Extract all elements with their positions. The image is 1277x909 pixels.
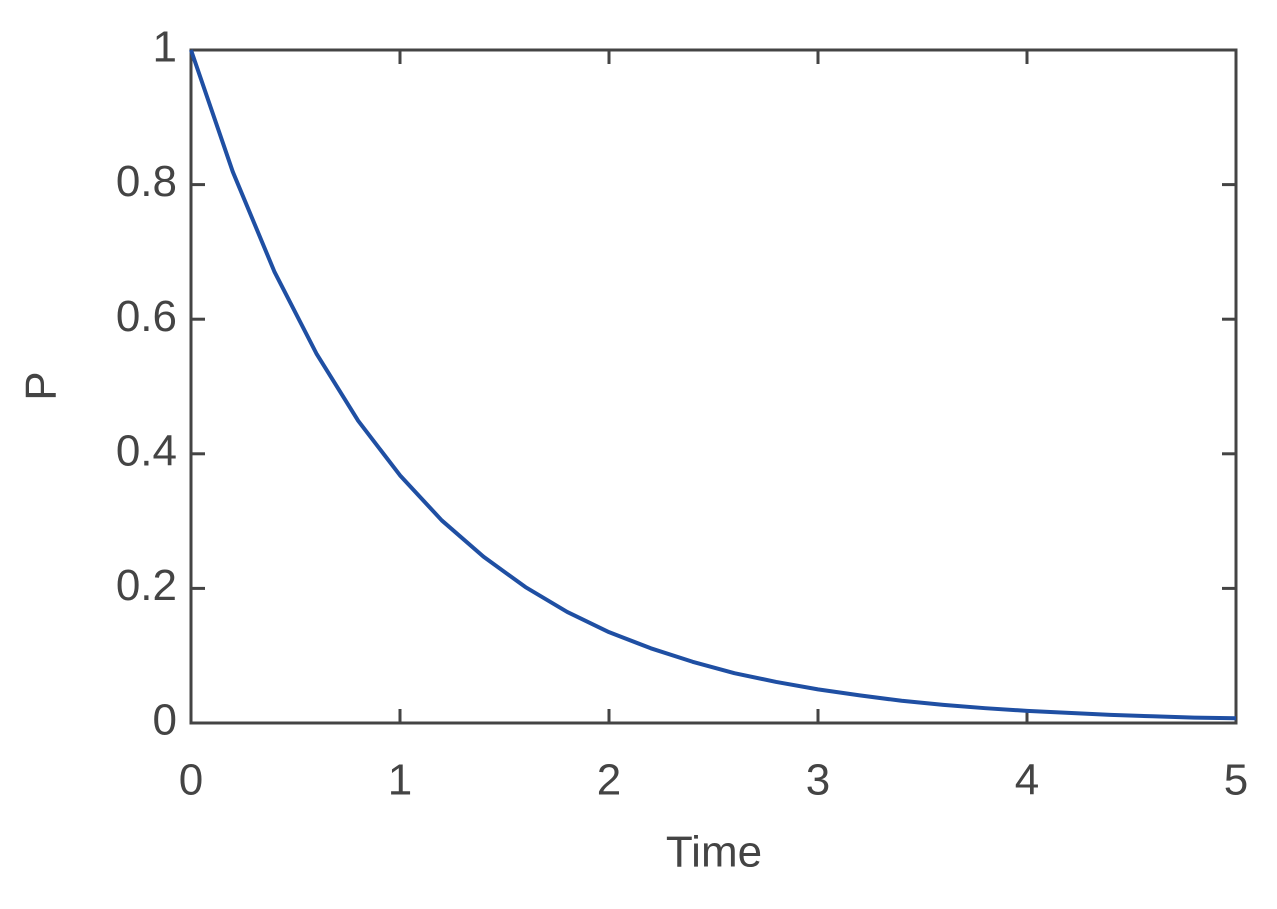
y-tick-label: 0 (153, 696, 177, 745)
x-axis-label: Time (666, 828, 762, 877)
y-tick-label: 0.8 (116, 157, 177, 206)
y-tick-label: 1 (153, 23, 177, 72)
x-tick-label: 3 (806, 756, 830, 805)
y-tick-label: 0.4 (116, 426, 177, 475)
x-tick-label: 0 (179, 756, 203, 805)
y-tick-label: 0.6 (116, 292, 177, 341)
plot-frame (189, 48, 1238, 725)
data-line (189, 49, 1237, 721)
x-tick-label: 5 (1224, 756, 1248, 805)
y-tick-label: 0.2 (116, 561, 177, 610)
x-tick-label: 1 (388, 756, 412, 805)
y-axis-label: P (17, 371, 66, 400)
x-tick-label: 2 (597, 756, 621, 805)
x-tick-label: 4 (1015, 756, 1039, 805)
